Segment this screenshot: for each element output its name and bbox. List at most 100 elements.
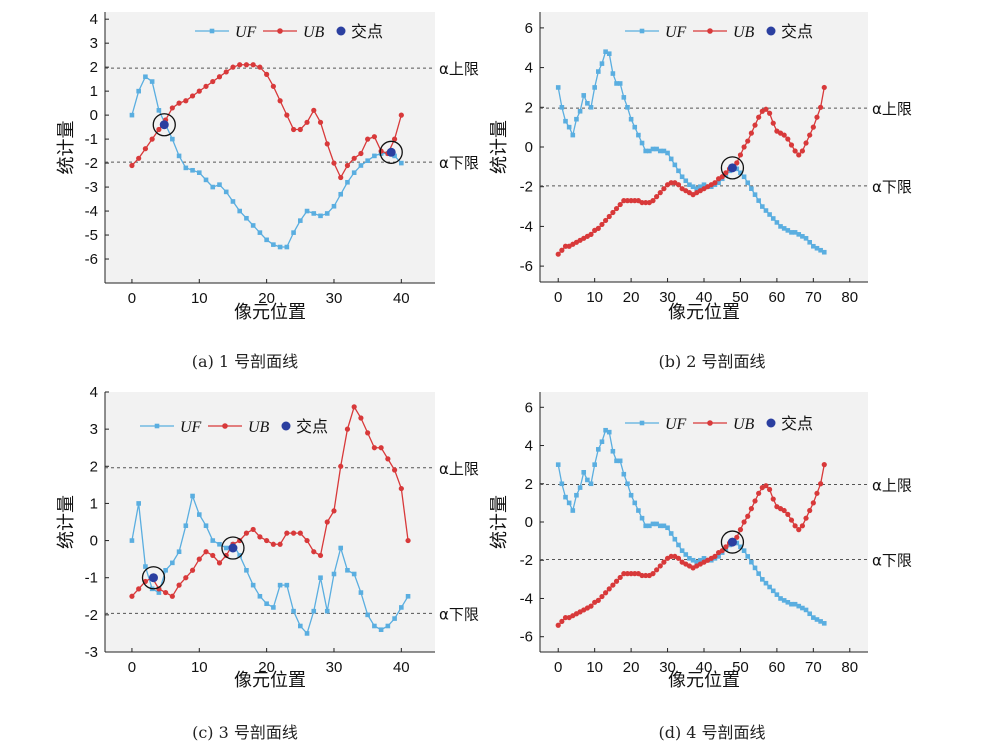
ub-point — [163, 589, 169, 596]
uf-point — [800, 234, 805, 239]
x-tick-label: 60 — [769, 289, 786, 306]
uf-point — [756, 198, 761, 203]
ub-point — [613, 205, 620, 212]
uf-point — [136, 88, 141, 94]
uf-point — [701, 182, 707, 188]
uf-point — [277, 244, 283, 250]
ub-point — [770, 120, 776, 126]
ub-point — [317, 552, 324, 559]
ub-point — [767, 486, 773, 493]
uf-point — [716, 554, 721, 559]
ub-point — [378, 445, 384, 451]
x-tick-label: 20 — [623, 289, 640, 306]
uf-point — [338, 545, 344, 551]
ub-point — [654, 194, 660, 200]
uf-point — [676, 168, 681, 174]
legend-uf-label: UF — [665, 416, 687, 433]
ub-point — [650, 571, 656, 577]
ub-point — [621, 571, 627, 577]
legend-cross-marker — [766, 418, 776, 428]
y-tick-label: -3 — [85, 644, 98, 661]
uf-point — [661, 148, 667, 154]
uf-point — [588, 481, 594, 487]
y-tick-label: -2 — [85, 155, 98, 172]
uf-point — [577, 485, 583, 490]
ub-point — [391, 467, 398, 473]
ub-point — [371, 134, 377, 140]
ub-point — [657, 190, 663, 196]
ub-point — [799, 523, 806, 529]
ub-point — [203, 83, 209, 89]
uf-point — [665, 525, 670, 531]
ub-point — [588, 231, 594, 237]
ub-point — [737, 527, 744, 533]
ub-point — [752, 122, 758, 128]
ub-point — [398, 112, 404, 118]
y-tick-label: -3 — [85, 179, 98, 196]
ub-point — [752, 498, 758, 504]
uf-point — [643, 523, 648, 529]
ub-point — [270, 541, 276, 547]
crossing-point — [148, 573, 158, 583]
uf-point — [676, 542, 681, 548]
ub-point — [606, 213, 612, 220]
uf-point — [625, 104, 630, 110]
uf-point — [701, 556, 707, 561]
ub-point — [595, 597, 601, 603]
ub-point — [785, 136, 791, 142]
ub-point — [277, 541, 283, 547]
ub-point — [610, 209, 616, 216]
x-tick-label: 70 — [805, 659, 822, 676]
x-tick-label: 30 — [659, 289, 676, 306]
uf-point — [183, 165, 189, 171]
ub-point — [555, 251, 561, 257]
uf-point — [738, 544, 743, 550]
uf-point — [244, 215, 249, 221]
uf-point — [789, 601, 794, 607]
uf-point — [190, 167, 195, 173]
legend-uf-marker — [639, 420, 645, 426]
ub-point — [639, 572, 645, 579]
ub-point — [324, 519, 330, 525]
uf-point — [574, 116, 579, 122]
uf-point — [324, 211, 330, 216]
uf-point — [385, 623, 391, 629]
ub-point — [210, 78, 216, 85]
uf-point — [767, 212, 772, 217]
uf-point — [555, 85, 561, 90]
uf-point — [196, 512, 202, 517]
uf-point — [223, 189, 229, 195]
ub-point — [562, 614, 569, 621]
uf-point — [563, 118, 568, 124]
ub-point — [606, 586, 612, 592]
uf-point — [570, 508, 576, 513]
ub-point — [344, 426, 351, 432]
uf-point — [694, 186, 700, 191]
ub-point — [603, 590, 609, 596]
uf-point — [603, 427, 608, 433]
ub-point — [668, 553, 674, 560]
uf-point — [596, 69, 601, 74]
ub-point — [723, 544, 729, 550]
uf-point — [237, 553, 242, 558]
uf-point — [752, 192, 758, 197]
y-tick-label: -4 — [520, 590, 533, 607]
ub-point — [643, 572, 649, 579]
ub-point — [297, 126, 303, 133]
uf-point — [599, 439, 605, 445]
uf-point — [770, 588, 776, 594]
uf-point — [643, 148, 648, 154]
uf-point — [210, 184, 216, 190]
ub-point — [385, 456, 391, 462]
uf-point — [592, 85, 597, 90]
ub-point — [807, 132, 813, 138]
uf-point — [811, 615, 816, 620]
ub-point — [391, 136, 398, 142]
y-tick-label: 0 — [90, 533, 98, 550]
uf-point — [392, 616, 397, 621]
uf-point — [807, 611, 812, 617]
y-tick-label: 4 — [90, 384, 98, 401]
crossing-marker-ring — [152, 113, 176, 137]
